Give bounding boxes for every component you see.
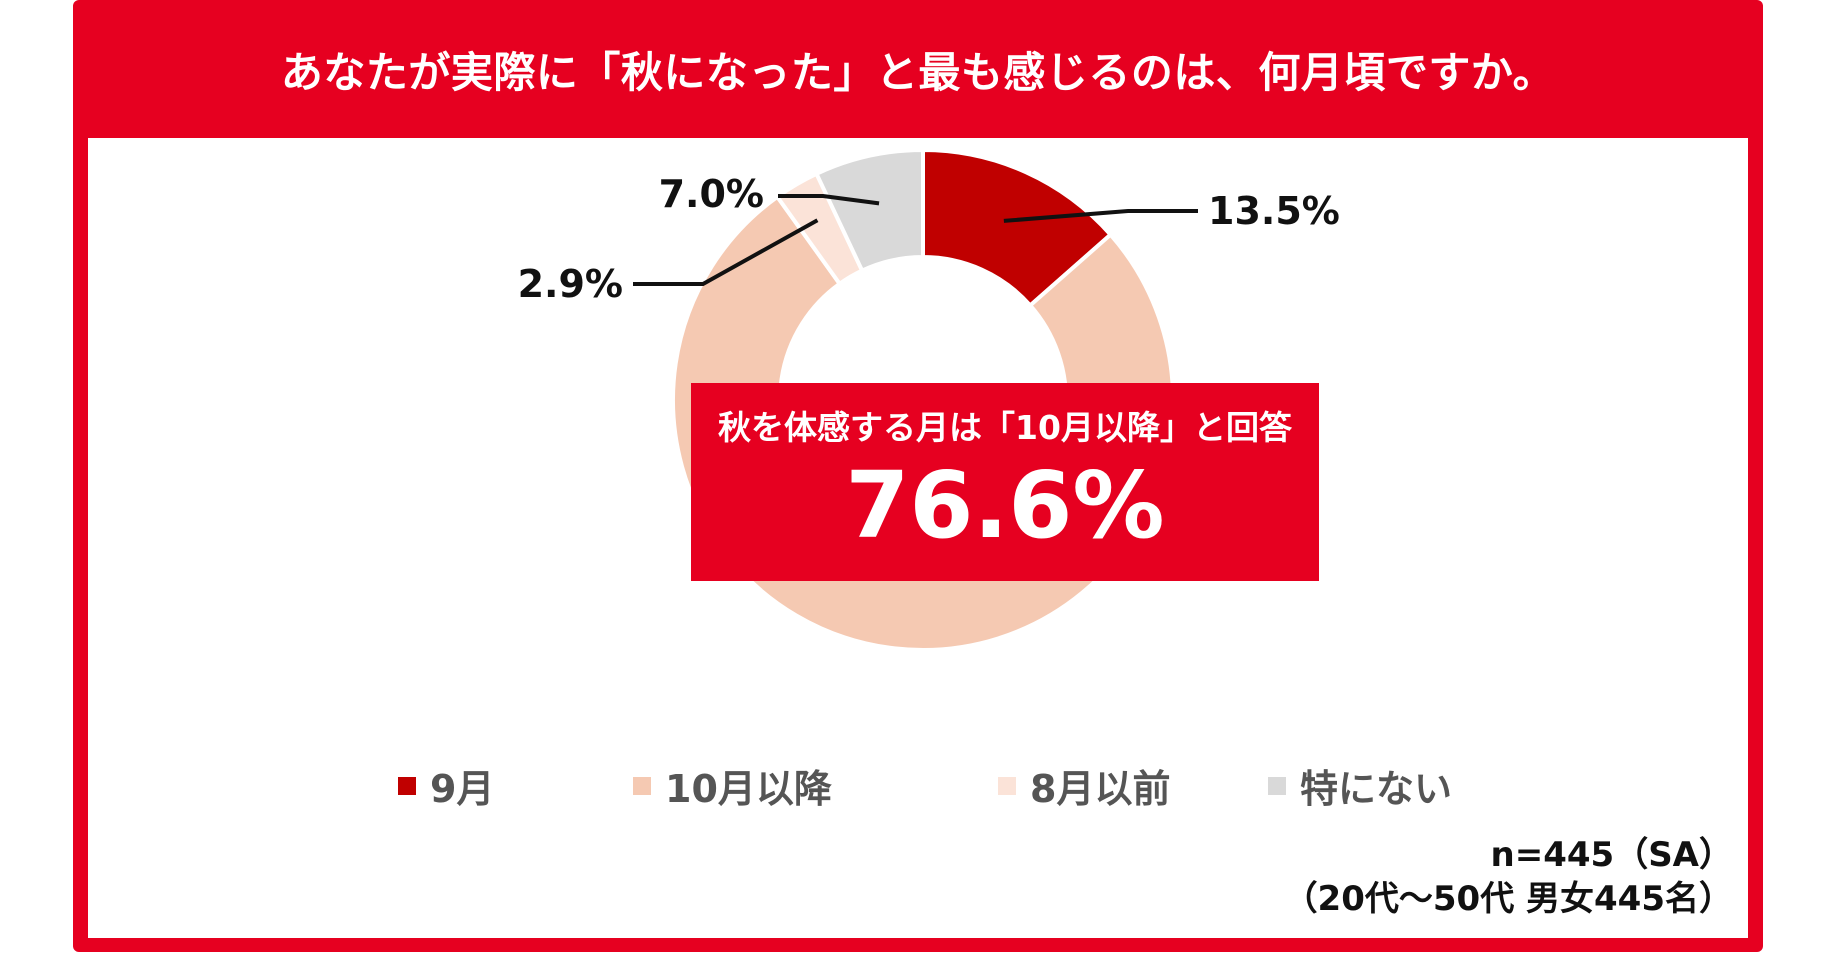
legend-item-august-before: 8月以前: [998, 758, 1170, 813]
chart-frame: あなたが実際に「秋になった」と最も感じるのは、何月頃ですか。 13.5% 2.9%…: [73, 0, 1763, 952]
legend-swatch: [633, 776, 651, 795]
chart-title: あなたが実際に「秋になった」と最も感じるのは、何月頃ですか。: [280, 47, 1556, 97]
slice-none: [813, 147, 925, 274]
data-label-none: 7.0%: [659, 172, 764, 216]
legend-item-october-after: 10月以降: [633, 758, 832, 813]
sample-note: n=445（SA） （20代〜50代 男女445名）: [1284, 833, 1733, 921]
chart-panel: 13.5% 2.9% 7.0% 76.6% 秋を体感する月は「10月以降」と回答 76…: [88, 138, 1748, 938]
legend-label: 特にない: [1300, 767, 1453, 811]
leader-line-september: [1003, 209, 1198, 223]
legend-label: 8月以前: [1030, 767, 1171, 811]
callout-box: 秋を体感する月は「10月以降」と回答 76.6%: [691, 383, 1319, 581]
callout-subtitle: 秋を体感する月は「10月以降」と回答: [718, 408, 1292, 447]
data-label-august-before: 2.9%: [518, 262, 623, 306]
legend-swatch: [398, 776, 416, 795]
legend-label: 10月以降: [665, 767, 832, 811]
sample-description: （20代〜50代 男女445名）: [1283, 879, 1733, 919]
legend-swatch: [1268, 776, 1286, 795]
legend-swatch: [998, 776, 1016, 795]
sample-size: n=445（SA）: [1490, 835, 1733, 875]
callout-value: 76.6%: [845, 452, 1165, 559]
leader-line-august-before: [633, 218, 819, 286]
legend: 9月 10月以降 8月以前 特にない: [88, 758, 1748, 818]
legend-label: 9月: [430, 767, 495, 811]
data-label-september: 13.5%: [1208, 189, 1340, 233]
legend-item-none: 特にない: [1268, 758, 1452, 813]
legend-item-september: 9月: [398, 758, 494, 813]
leader-line-none: [778, 194, 880, 206]
